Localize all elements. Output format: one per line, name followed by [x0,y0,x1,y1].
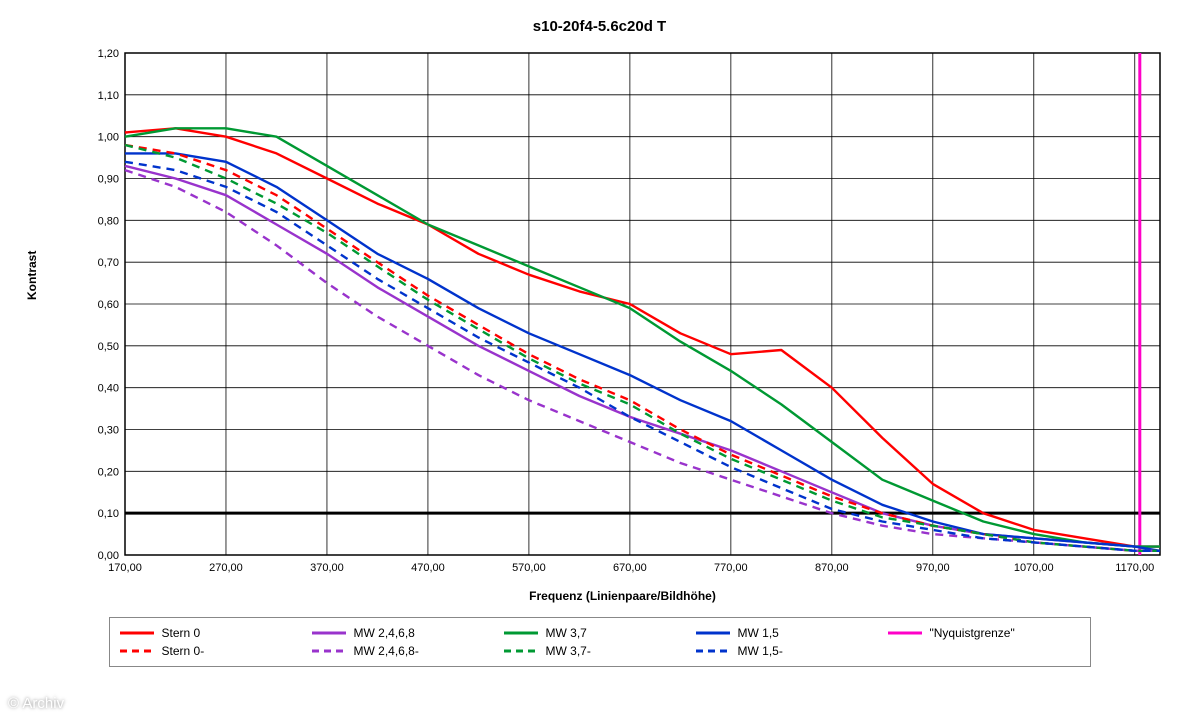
svg-text:370,00: 370,00 [310,562,344,574]
legend-row: Stern 0 MW 2,4,6,8 MW 3,7 MW 1,5 "Nyquistgre… [120,624,1080,642]
svg-text:670,00: 670,00 [613,562,647,574]
svg-text:0,50: 0,50 [98,341,119,353]
legend-item: MW 1,5 [696,626,888,640]
svg-text:970,00: 970,00 [916,562,950,574]
svg-text:0,30: 0,30 [98,425,119,437]
legend-label: MW 3,7 [546,626,587,640]
svg-text:170,00: 170,00 [108,562,142,574]
legend: Stern 0 MW 2,4,6,8 MW 3,7 MW 1,5 "Nyquistgre… [109,617,1091,667]
legend-label: Stern 0- [162,644,205,658]
legend-label: MW 3,7- [546,644,591,658]
legend-item: MW 2,4,6,8- [312,644,504,658]
svg-text:1,00: 1,00 [98,132,119,144]
legend-item: Stern 0 [120,626,312,640]
svg-text:0,10: 0,10 [98,508,119,520]
svg-text:0,70: 0,70 [98,257,119,269]
svg-text:570,00: 570,00 [512,562,546,574]
legend-label: MW 1,5- [738,644,783,658]
legend-item: MW 3,7- [504,644,696,658]
svg-text:0,60: 0,60 [98,299,119,311]
svg-text:1170,00: 1170,00 [1115,562,1154,574]
svg-text:1070,00: 1070,00 [1014,562,1054,574]
chart-title: s10-20f4-5.6c20d T [0,0,1199,45]
legend-label: MW 2,4,6,8- [354,644,419,658]
svg-text:0,20: 0,20 [98,466,119,478]
x-axis-label: Frequenz (Linienpaare/Bildhöhe) [75,589,1170,603]
svg-text:0,90: 0,90 [98,174,119,186]
legend-item: MW 3,7 [504,626,696,640]
svg-text:0,00: 0,00 [98,550,119,562]
legend-item: MW 1,5- [696,644,888,658]
svg-text:1,20: 1,20 [98,48,119,60]
svg-text:270,00: 270,00 [209,562,243,574]
svg-text:0,40: 0,40 [98,383,119,395]
legend-item: Stern 0- [120,644,312,658]
legend-label: MW 1,5 [738,626,779,640]
svg-text:470,00: 470,00 [411,562,445,574]
legend-label: Stern 0 [162,626,201,640]
svg-text:0,80: 0,80 [98,215,119,227]
legend-item: "Nyquistgrenze" [888,626,1080,640]
svg-text:1,10: 1,10 [98,90,119,102]
legend-label: MW 2,4,6,8 [354,626,415,640]
svg-text:870,00: 870,00 [815,562,849,574]
legend-row: Stern 0- MW 2,4,6,8- MW 3,7- MW 1,5- [120,642,1080,660]
chart-plot-area: 170,00 270,00 370,00 470,00 570,00 670,00 770,… [75,45,1170,585]
watermark-text: © Archiv [8,695,64,712]
y-axis-label: Kontrast [25,251,39,300]
legend-label: "Nyquistgrenze" [930,626,1015,640]
svg-text:770,00: 770,00 [714,562,748,574]
legend-item: MW 2,4,6,8 [312,626,504,640]
